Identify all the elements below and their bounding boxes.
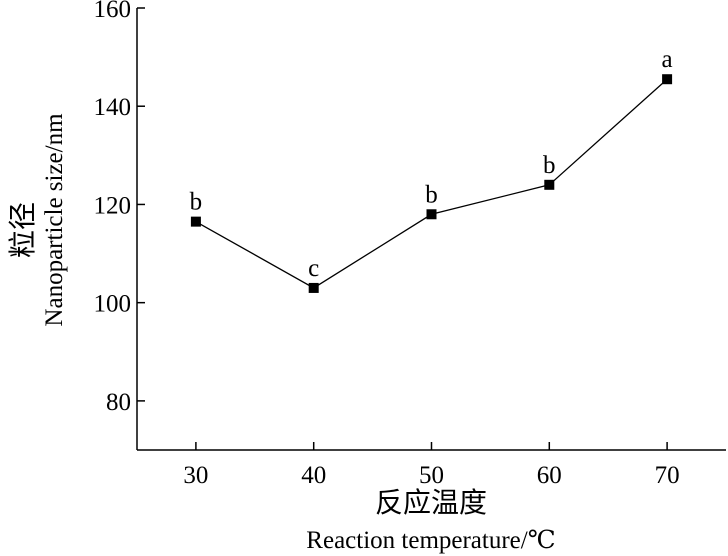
significance-labels: b c b b a [190, 46, 673, 282]
data-point-marker [308, 282, 319, 293]
y-axis-title-english: Nanoparticle size/nm [41, 113, 68, 327]
series [190, 74, 673, 293]
data-point-marker [426, 209, 437, 220]
tick-labels: 80 100 120 140 160 30 40 50 60 70 [94, 0, 680, 489]
x-tick-label: 60 [537, 462, 562, 489]
y-tick-label: 140 [94, 94, 132, 121]
x-tick-label: 40 [301, 462, 326, 489]
significance-label: b [425, 181, 438, 208]
significance-label: b [190, 189, 203, 216]
axes [136, 8, 726, 451]
y-axis-title-chinese: 粒径 [7, 202, 39, 258]
y-tick-label: 80 [106, 389, 131, 416]
significance-label: c [308, 255, 319, 282]
tick-marks [137, 7, 668, 450]
x-axis-title-chinese: 反应温度 [375, 487, 487, 519]
significance-label: a [662, 46, 673, 73]
significance-label: b [543, 152, 556, 179]
x-tick-label: 30 [183, 462, 208, 489]
data-point-marker [190, 216, 201, 227]
x-tick-label: 50 [419, 462, 444, 489]
x-tick-label: 70 [655, 462, 680, 489]
x-axis-title-english: Reaction temperature/℃ [306, 527, 555, 554]
y-tick-label: 120 [94, 192, 132, 219]
y-tick-label: 100 [94, 291, 132, 318]
data-point-marker [662, 74, 673, 85]
data-point-marker [544, 179, 555, 190]
y-tick-label: 160 [94, 0, 132, 23]
